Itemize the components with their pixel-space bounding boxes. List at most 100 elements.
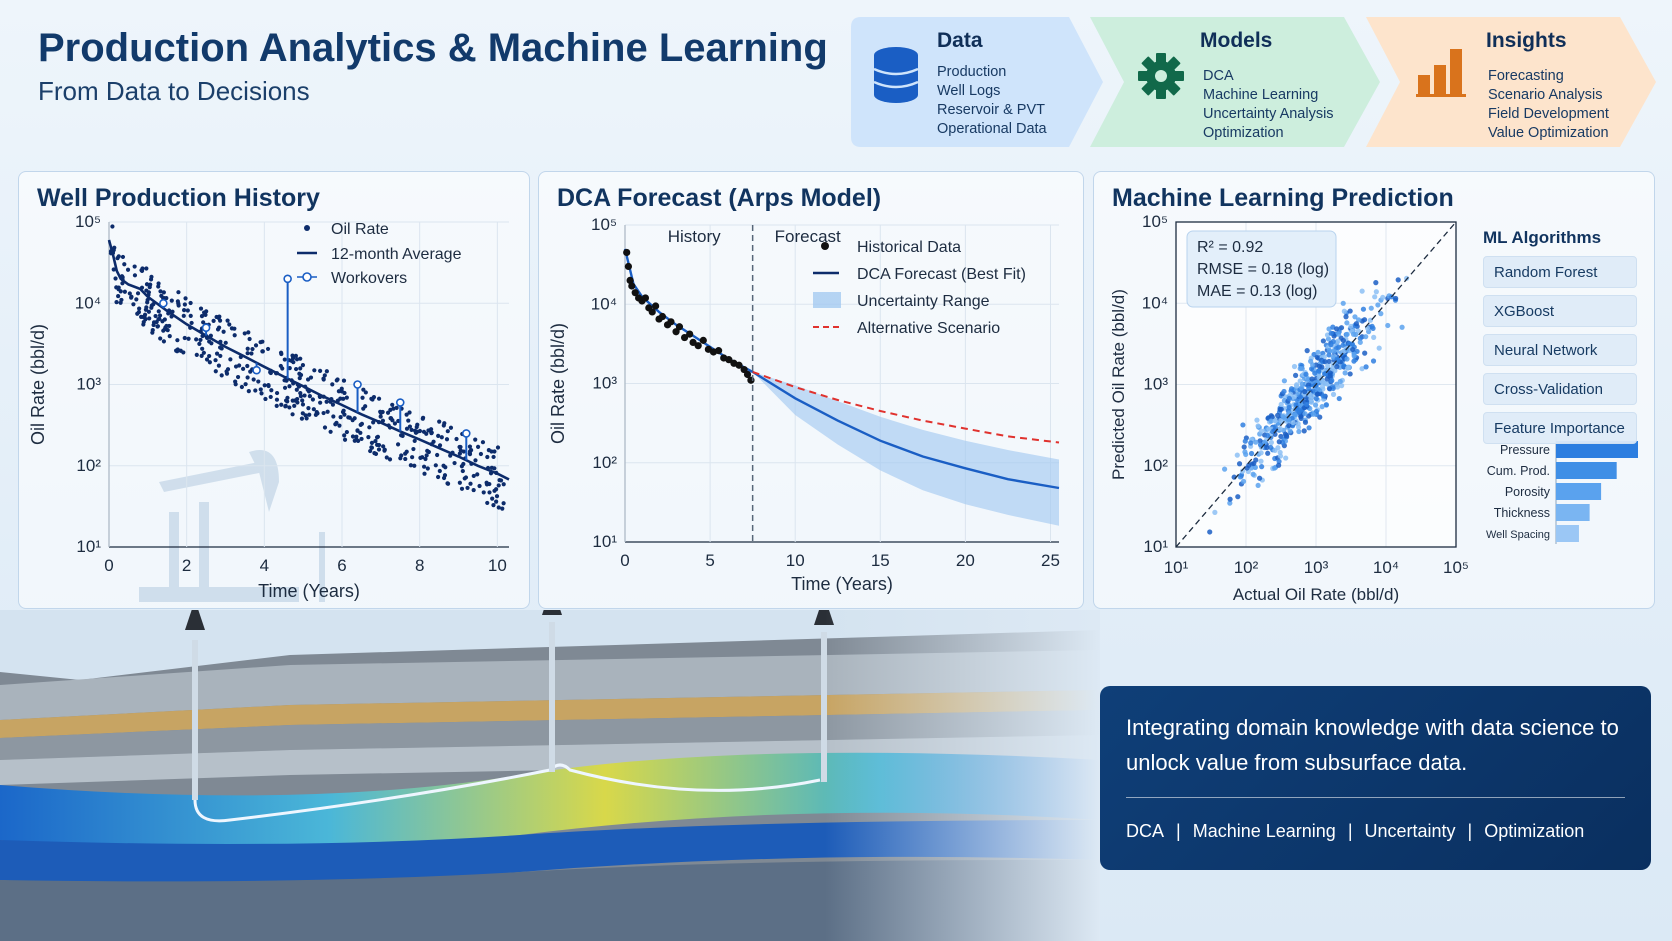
metric-label: MAE = 0.13 (log) [1197, 283, 1318, 300]
prediction-point [1308, 399, 1315, 405]
y-axis-label: Oil Rate (bbl/d) [548, 323, 568, 444]
oil-rate-point [459, 486, 465, 491]
oil-rate-point [471, 473, 476, 479]
oil-rate-point [361, 387, 366, 392]
oil-rate-point [310, 397, 316, 402]
oil-rate-point [246, 330, 251, 335]
oil-rate-point [219, 373, 224, 378]
y-tick-label: 10² [1143, 456, 1168, 475]
oil-rate-point [189, 320, 194, 326]
prediction-point [1281, 388, 1287, 395]
oil-rate-point [333, 422, 338, 427]
divider [1126, 797, 1625, 798]
historical-point [675, 323, 684, 331]
oil-rate-point [457, 480, 462, 485]
prediction-point [1335, 331, 1342, 337]
oil-rate-point [366, 435, 371, 440]
prediction-point [1288, 391, 1294, 397]
oil-rate-point [295, 396, 300, 402]
prediction-point [1308, 358, 1314, 364]
oil-rate-point [156, 309, 161, 314]
oil-rate-point [312, 368, 317, 373]
oil-rate-point [352, 416, 357, 421]
historical-point [641, 294, 650, 302]
prediction-point [1319, 384, 1326, 390]
bar-chart-icon [1416, 49, 1466, 97]
prediction-point [1281, 378, 1287, 384]
forecast-label: Forecast [775, 227, 841, 246]
prediction-point [1282, 415, 1288, 421]
prediction-point [1235, 494, 1241, 500]
prediction-point [1348, 323, 1354, 329]
tag: Machine Learning [1192, 821, 1336, 841]
prediction-point [1252, 464, 1258, 471]
oil-rate-point [363, 404, 368, 409]
prediction-point [1320, 393, 1326, 399]
oil-rate-point [263, 396, 268, 402]
oil-rate-point [150, 328, 155, 333]
oil-rate-point [492, 488, 497, 493]
step-item: Uncertainty Analysis [1203, 106, 1334, 122]
prediction-point [1324, 376, 1330, 382]
prediction-point [1289, 386, 1295, 392]
oil-rate-point [293, 353, 298, 358]
oil-rate-point [182, 302, 187, 307]
prediction-point [1334, 384, 1341, 390]
prediction-point [1314, 391, 1320, 397]
oil-rate-point [384, 455, 389, 460]
historical-point [628, 282, 636, 290]
oil-rate-point [290, 356, 296, 361]
oil-rate-point [300, 398, 305, 403]
prediction-point [1369, 323, 1375, 329]
panel-title: DCA Forecast (Arps Model) [557, 184, 882, 212]
oil-rate-point [216, 325, 222, 330]
prediction-point [1241, 444, 1247, 450]
production-history-chart: 10¹ 10² 10³ 10⁴ 10⁵ 0 2 4 6 8 10 Time (Years) Oil Ra… [28, 212, 510, 602]
step-item: Well Logs [937, 83, 1001, 99]
oil-rate-point [494, 499, 499, 504]
oil-rate-point [491, 454, 496, 460]
oil-rate-point [245, 351, 250, 356]
historical-point [667, 318, 675, 326]
oil-rate-point [462, 476, 467, 481]
oil-rate-point [481, 490, 486, 495]
prediction-point [1257, 438, 1263, 444]
legend-label: Workovers [331, 270, 407, 287]
oil-rate-point [388, 407, 393, 412]
oil-rate-point [245, 346, 250, 351]
prediction-point [1250, 471, 1256, 477]
oil-rate-point [412, 438, 417, 444]
y-tick-label: 10² [76, 456, 101, 475]
oil-rate-point [395, 442, 401, 447]
x-tick-label: 10⁵ [1443, 558, 1469, 577]
pumpjack-silhouette [139, 450, 325, 602]
oil-rate-point [468, 448, 474, 453]
y-tick-label: 10¹ [1143, 537, 1168, 556]
oil-rate-point [321, 410, 326, 416]
oil-rate-point [292, 403, 297, 408]
ml-algorithms-title: ML Algorithms [1483, 228, 1602, 247]
oil-rate-point [501, 501, 506, 506]
oil-rate-point [325, 409, 330, 414]
oil-rate-point [182, 335, 187, 341]
oil-rate-point [500, 506, 505, 511]
oil-rate-point [139, 268, 144, 273]
oil-rate-point [452, 460, 457, 466]
tag: Optimization [1484, 821, 1585, 841]
oil-rate-point [437, 443, 443, 448]
oil-rate-point [324, 369, 329, 374]
oil-rate-point [409, 427, 414, 432]
oil-rate-point [161, 339, 167, 344]
oil-rate-point [200, 346, 205, 351]
x-axis-label: Time (Years) [791, 574, 893, 594]
oil-rate-point [169, 298, 174, 303]
metrics-box [1186, 230, 1337, 308]
historical-point [694, 342, 702, 350]
panel-title: Machine Learning Prediction [1112, 184, 1454, 212]
prediction-point [1322, 359, 1328, 365]
prediction-point [1234, 452, 1240, 458]
oil-rate-point [287, 405, 292, 410]
oil-rate-point [135, 311, 140, 316]
oil-rate-point [420, 455, 425, 460]
oil-rate-point [403, 456, 408, 462]
